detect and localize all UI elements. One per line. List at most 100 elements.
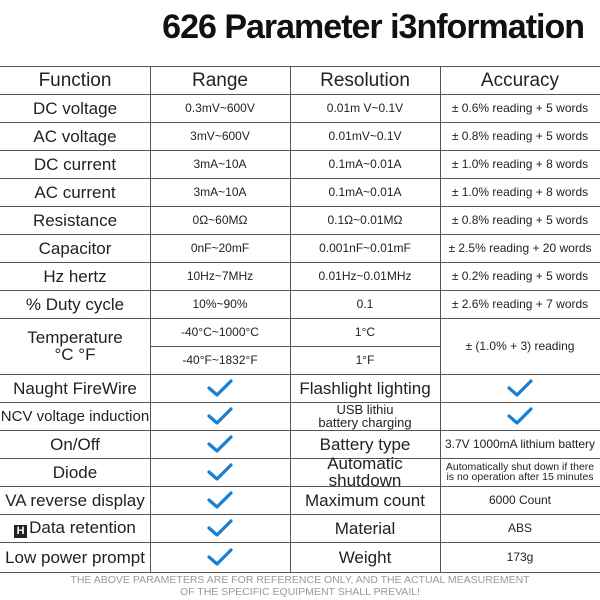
cell-text: 0Ω~60MΩ: [192, 213, 248, 227]
cell: 0.1Ω~0.01MΩ: [290, 206, 440, 234]
cell: DC current: [0, 150, 150, 178]
cell-text: 10Hz~7MHz: [186, 269, 254, 283]
cell-text: ABS: [507, 521, 532, 535]
cell-text: Temperature: [27, 328, 123, 347]
cell-text: ± 2.5% reading + 20 words: [448, 241, 592, 255]
cell-text: -40°F~1832°F: [182, 353, 258, 367]
cell: 0.1: [290, 290, 440, 318]
cell: -40°C~1000°C: [150, 318, 290, 346]
grid-line: [0, 458, 600, 459]
cell-text: 0.1Ω~0.01MΩ: [327, 213, 403, 227]
cell: ± (1.0% + 3) reading: [440, 318, 600, 374]
cell-text: VA reverse display: [5, 490, 145, 510]
title: 626 Parameter i3nformation: [162, 8, 585, 46]
grid-line: [150, 346, 440, 347]
grid-line: [0, 206, 600, 207]
cell: VA reverse display: [0, 486, 150, 514]
cell-text: NCV voltage induction: [0, 407, 150, 425]
cell: 0.1mA~0.01A: [290, 178, 440, 206]
grid-line: [0, 150, 600, 151]
footer-line: OF THE SPECIFIC EQUIPMENT SHALL PREVAIL!: [179, 586, 420, 598]
cell: Range: [150, 66, 290, 94]
grid-line: [0, 514, 600, 515]
cell-text: 0.1: [356, 297, 374, 311]
grid-line: [0, 318, 600, 319]
cell: Temperature °C °F: [0, 318, 150, 374]
cell-text: Data retention: [29, 517, 136, 537]
cell: -40°F~1832°F: [150, 346, 290, 374]
checkmark: [150, 374, 290, 402]
cell: 3mA~10A: [150, 178, 290, 206]
cell: Naught FireWire: [0, 374, 150, 402]
cell: Accuracy: [440, 66, 600, 94]
cell-text: °C °F: [54, 345, 96, 364]
cell-text: Resistance: [32, 210, 118, 230]
cell: 3.7V 1000mA lithium battery: [440, 430, 600, 458]
cell-text: 0.01Hz~0.01MHz: [318, 269, 412, 283]
grid-line: [0, 402, 600, 403]
check-icon: [507, 407, 533, 425]
cell: On/Off: [0, 430, 150, 458]
cell-text: Function: [38, 69, 112, 91]
icon: H: [14, 524, 28, 538]
cell: H Data retention: [0, 514, 150, 542]
cell: Automatically shut down if there is no op…: [440, 458, 600, 486]
grid-line: [0, 542, 600, 543]
cell: NCV voltage induction: [0, 402, 150, 430]
checkmark: [150, 542, 290, 572]
grid-line: [0, 66, 600, 67]
cell-text: 10%~90%: [192, 297, 248, 311]
cell-text: 0.1mA~0.01A: [328, 157, 402, 171]
grid-line: [0, 430, 600, 431]
cell-text: Accuracy: [480, 69, 560, 91]
checkmark: [150, 458, 290, 486]
cell: ± 0.8% reading + 5 words: [440, 122, 600, 150]
cell: Function: [0, 66, 150, 94]
cell: 1°C: [290, 318, 440, 346]
cell: 0.1mA~0.01A: [290, 150, 440, 178]
cell: Capacitor: [0, 234, 150, 262]
cell-text: Hz hertz: [43, 266, 107, 286]
grid-line: [0, 94, 600, 95]
cell: Resistance: [0, 206, 150, 234]
cell-text: Naught FireWire: [13, 378, 137, 398]
cell-text: is no operation after 15 minutes: [446, 471, 594, 483]
cell-text: ± 0.6% reading + 5 words: [451, 101, 589, 115]
checkmark: [150, 514, 290, 542]
cell-text: DC voltage: [32, 98, 118, 118]
checkmark: [150, 402, 290, 430]
cell: ± 0.2% reading + 5 words: [440, 262, 600, 290]
grid-line: [0, 572, 600, 573]
cell-text: Maximum count: [305, 490, 425, 510]
cell: 10Hz~7MHz: [150, 262, 290, 290]
grid-line: [0, 486, 600, 487]
cell-text: 6000 Count: [488, 493, 552, 507]
check-icon: [207, 407, 233, 425]
cell-text: 0.001nF~0.01mF: [319, 241, 411, 255]
cell: ± 2.6% reading + 7 words: [440, 290, 600, 318]
cell-text: ± 1.0% reading + 8 words: [451, 157, 589, 171]
cell: Low power prompt: [0, 542, 150, 572]
cell-text: battery charging: [318, 415, 412, 430]
grid-line: [0, 374, 600, 375]
cell: ± 2.5% reading + 20 words: [440, 234, 600, 262]
check-icon: [207, 463, 233, 481]
cell-text: Automatically shut down if there: [445, 460, 595, 473]
cell: AC current: [0, 178, 150, 206]
cell-text: 0.01mV~0.1V: [328, 129, 402, 143]
cell: Weight: [290, 542, 440, 572]
cell-text: AC current: [34, 182, 116, 202]
footer-line: THE ABOVE PARAMETERS ARE FOR REFERENCE O…: [70, 574, 530, 586]
grid-line: [0, 122, 600, 123]
cell-text: 3mA~10A: [193, 185, 247, 199]
cell: 3mV~600V: [150, 122, 290, 150]
cell-text: Low power prompt: [5, 547, 145, 567]
cell: 0Ω~60MΩ: [150, 206, 290, 234]
grid-line: [150, 66, 151, 572]
cell-text: ± 0.8% reading + 5 words: [451, 213, 589, 227]
cell: Hz hertz: [0, 262, 150, 290]
check-icon: [207, 548, 233, 566]
cell: USB lithiu battery charging: [290, 402, 440, 430]
cell-text: 3mA~10A: [193, 157, 247, 171]
cell-text: Weight: [338, 547, 392, 567]
